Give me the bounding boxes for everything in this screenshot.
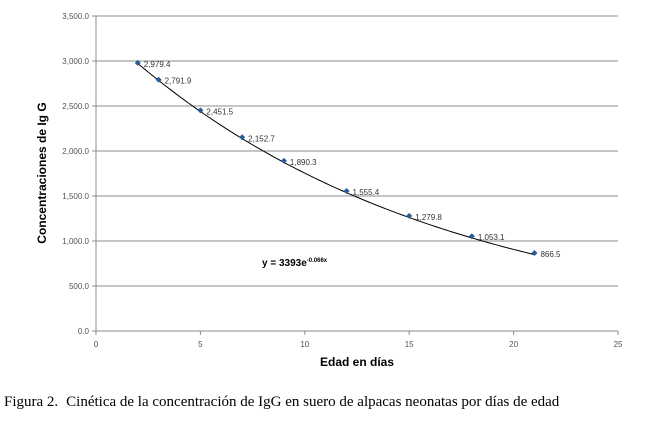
gridlines	[92, 15, 619, 335]
y-axis-title: Concentraciones de Ig G	[35, 102, 49, 243]
chart: 0.0 500.0 1,000.0 1,500.0 2,000.0 2,500.0 3,00…	[35, 12, 623, 369]
x-tick-label: 15	[405, 340, 414, 349]
data-labels: 2,979.4 2,791.9 2,451.5 2,152.7 1,890.3 1,555…	[144, 60, 561, 259]
data-point	[134, 59, 141, 66]
axes	[95, 16, 618, 332]
data-label: 1,890.3	[290, 158, 317, 167]
data-point	[280, 157, 287, 164]
y-tick-label: 1,000.0	[62, 237, 89, 246]
y-tick-label: 3,500.0	[62, 12, 89, 21]
x-tick-label: 5	[198, 340, 203, 349]
x-axis-title: Edad en días	[320, 355, 394, 369]
data-point	[406, 212, 413, 219]
equation-exponent: -0.066x	[307, 258, 328, 264]
data-label: 1,279.8	[415, 213, 442, 222]
y-tick-label: 500.0	[69, 282, 90, 291]
figure-caption: Figura 2. Cinética de la concentración de…	[4, 394, 559, 411]
y-tick-label: 2,500.0	[62, 102, 89, 111]
y-tick-label: 1,500.0	[62, 192, 89, 201]
data-point	[155, 76, 162, 83]
trendline-equation: y = 3393e-0.066x	[262, 258, 328, 269]
data-point	[239, 134, 246, 141]
x-tick-label: 10	[300, 340, 309, 349]
data-point	[468, 233, 475, 240]
equation-base: y = 3393e	[262, 258, 307, 269]
y-tick-label: 3,000.0	[62, 57, 89, 66]
data-label: 1,555.4	[353, 188, 380, 197]
caption-lead: Figura 2.	[4, 394, 59, 410]
caption-text: Cinética de la concentración de IgG en s…	[66, 394, 560, 410]
data-point	[197, 107, 204, 114]
trendline	[137, 63, 535, 256]
data-label: 2,451.5	[206, 107, 233, 116]
y-tick-label: 0.0	[78, 327, 90, 336]
data-point	[343, 188, 350, 195]
data-label: 2,791.9	[165, 77, 192, 86]
x-tick-labels: 0 5 10 15 20 25	[94, 340, 623, 349]
data-label: 2,979.4	[144, 60, 171, 69]
x-tick-label: 25	[614, 340, 623, 349]
data-label: 866.5	[540, 250, 561, 259]
x-tick-label: 0	[94, 340, 99, 349]
y-tick-label: 2,000.0	[62, 147, 89, 156]
x-tick-label: 20	[509, 340, 518, 349]
data-point	[531, 250, 538, 257]
data-label: 2,152.7	[248, 134, 275, 143]
data-label: 1,053.1	[478, 233, 505, 242]
data-points	[134, 59, 538, 257]
y-tick-labels: 0.0 500.0 1,000.0 1,500.0 2,000.0 2,500.0 3,00…	[62, 12, 89, 336]
